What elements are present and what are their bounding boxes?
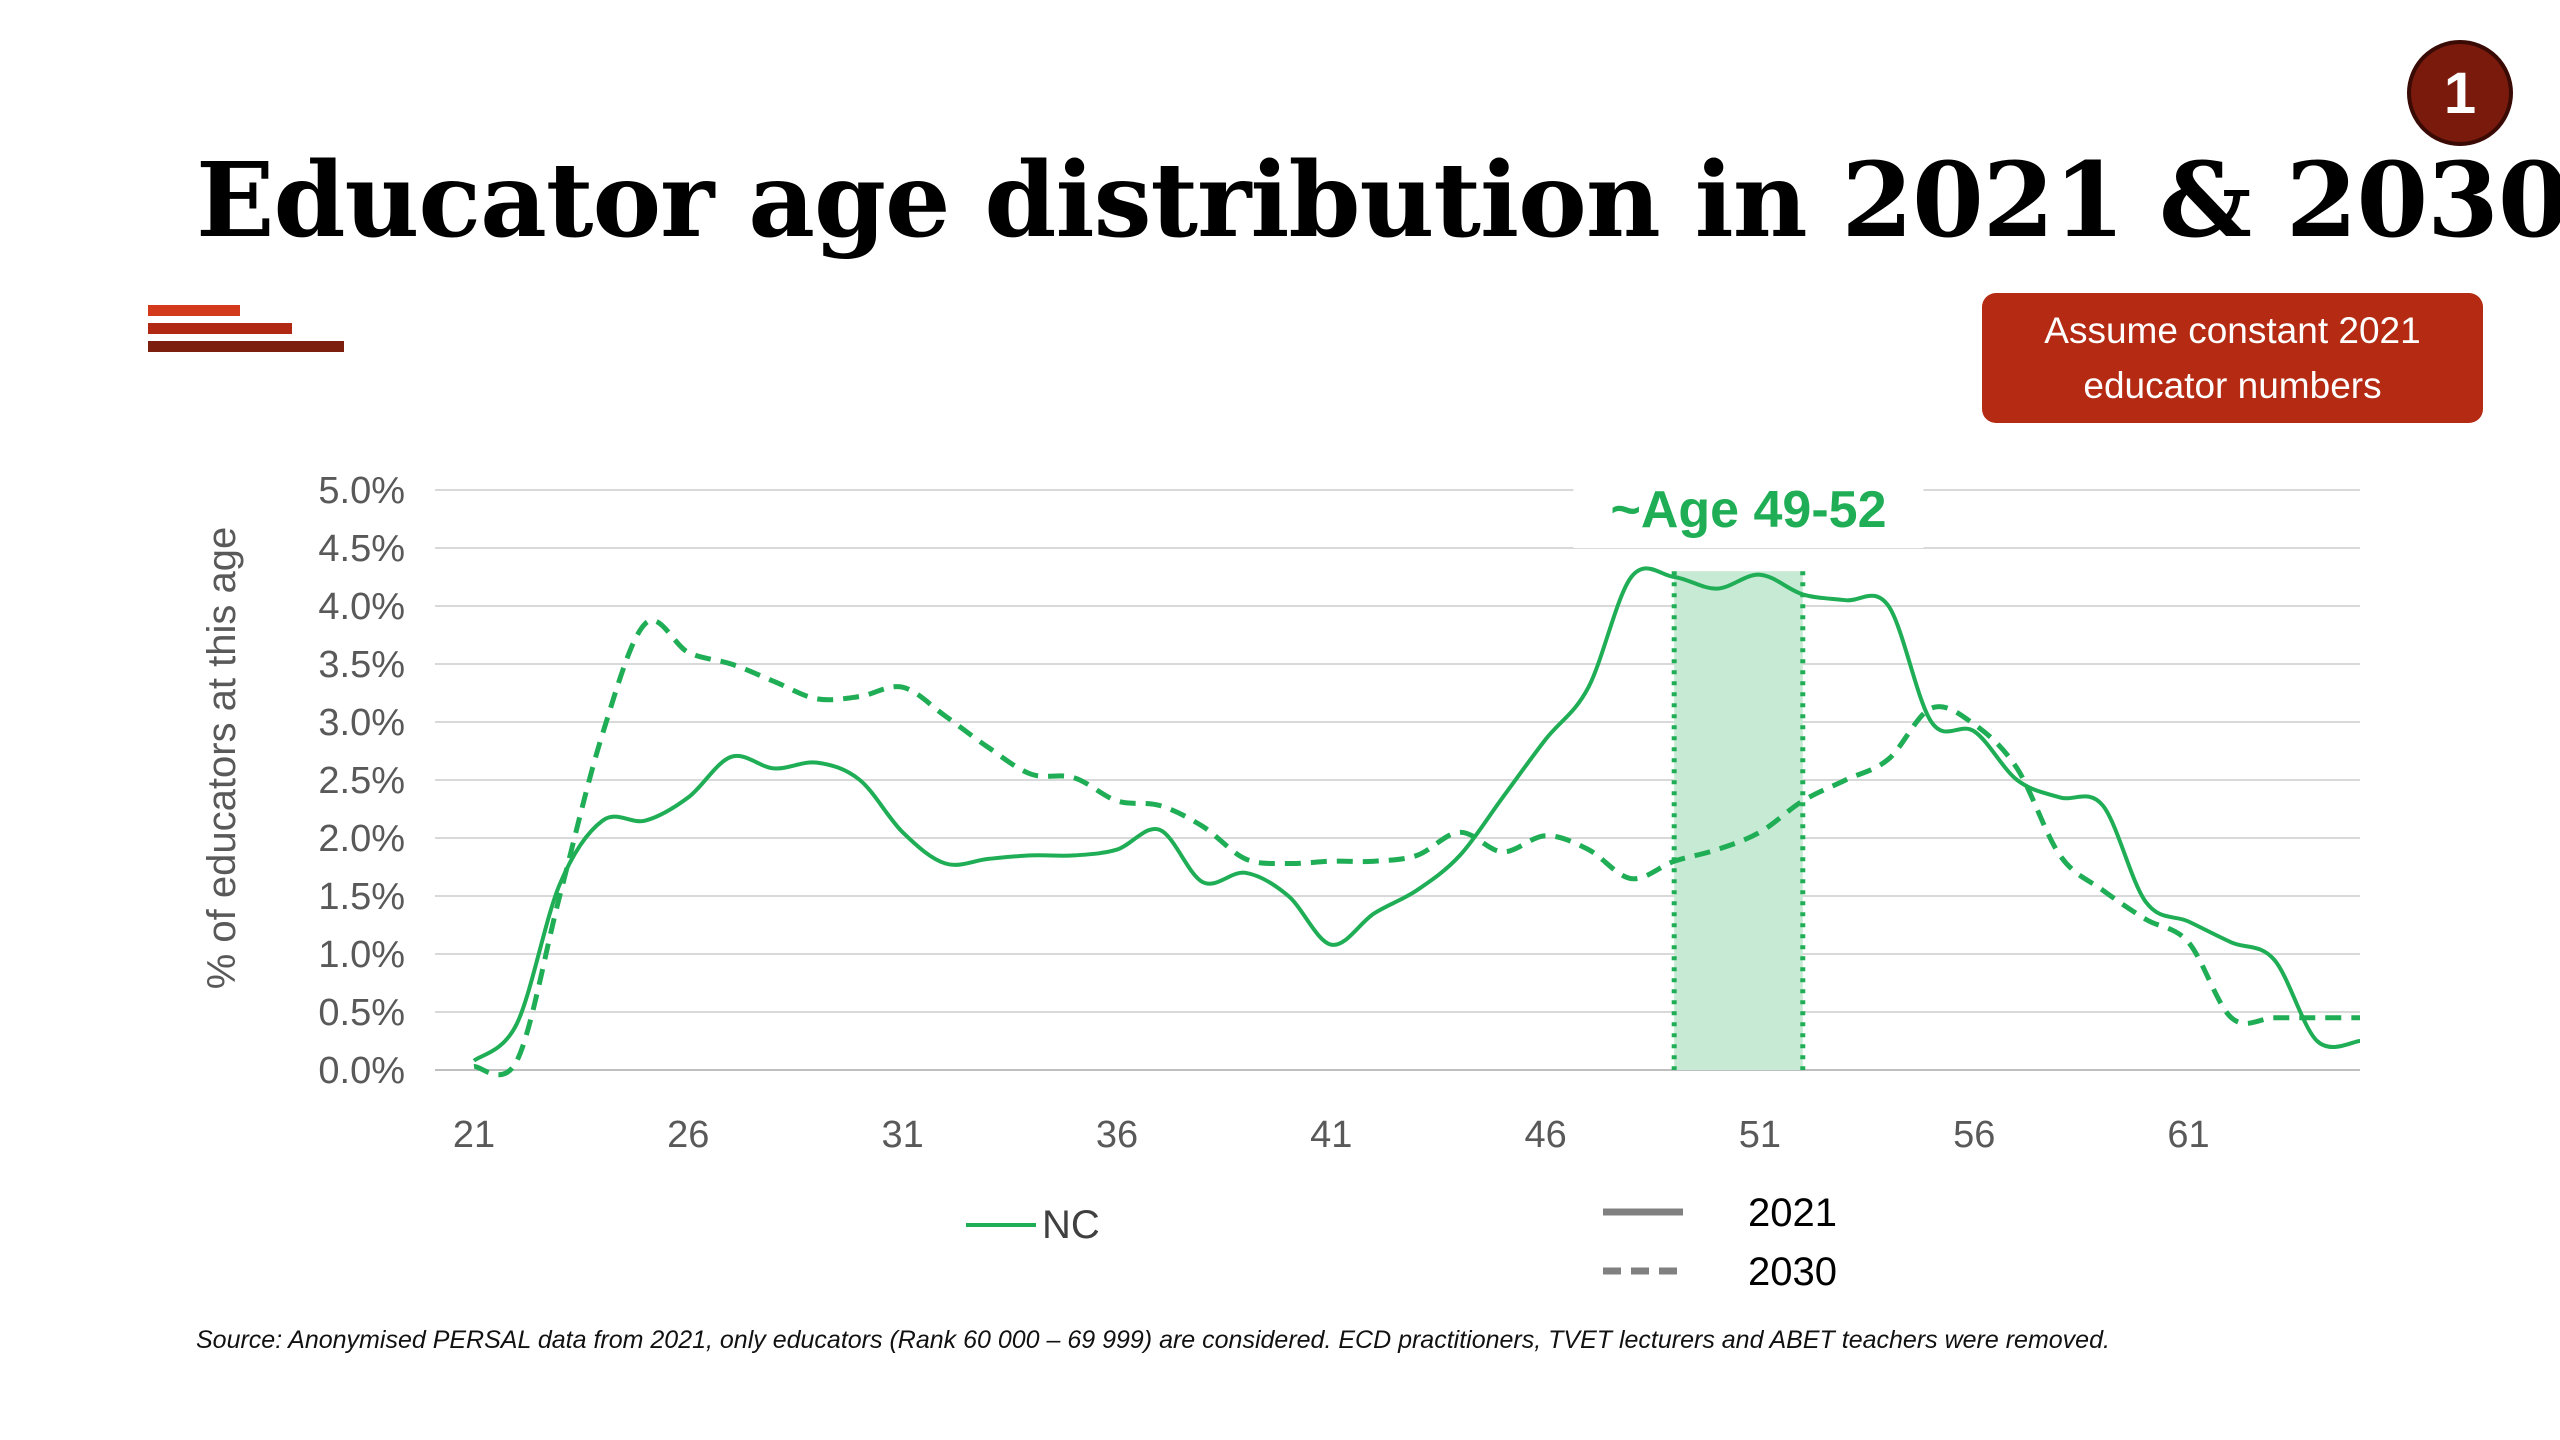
slide-number-badge: 1 — [2407, 40, 2513, 146]
x-tick-label: 56 — [1953, 1114, 1995, 1156]
assumption-callout: Assume constant 2021 educator numbers — [1982, 293, 2483, 423]
y-tick-label: 1.5% — [318, 876, 405, 918]
accent-bar-bottom — [148, 341, 344, 352]
callout-line-2: educator numbers — [2083, 365, 2382, 406]
gridlines — [435, 489, 2360, 1071]
callout-line-1: Assume constant 2021 — [2044, 310, 2421, 351]
y-tick-label: 0.0% — [318, 1050, 405, 1092]
y-tick-label: 0.5% — [318, 992, 405, 1034]
y-tick-label: 2.5% — [318, 760, 405, 802]
y-tick-labels: 0.0% 0.5% 1.0% 1.5% 2.0% 2.5% 3.0% 3.5% 4.0% 4.5%… — [318, 470, 405, 1092]
highlight-band — [1674, 571, 1803, 1070]
page-title: Educator age distribution in 2021 & 2030 — [196, 140, 2560, 261]
highlight-annotation: ~Age 49-52 — [1610, 481, 1886, 539]
y-tick-label: 4.5% — [318, 528, 405, 570]
y-tick-label: 2.0% — [318, 818, 405, 860]
y-axis-label: % of educators at this age — [200, 527, 244, 990]
y-tick-label: 4.0% — [318, 586, 405, 628]
source-note: Source: Anonymised PERSAL data from 2021… — [196, 1326, 2110, 1354]
accent-bar-middle — [148, 323, 292, 334]
x-tick-label: 46 — [1524, 1114, 1566, 1156]
annotation-background — [1573, 482, 1924, 548]
x-tick-label: 26 — [667, 1114, 709, 1156]
series-line-2030 — [473, 618, 2360, 1078]
legend-series-label: NC — [1042, 1203, 1100, 1247]
x-tick-label: 21 — [453, 1114, 495, 1156]
x-tick-label: 61 — [2167, 1114, 2209, 1156]
series-line-2021 — [472, 566, 2361, 1063]
y-tick-label: 3.5% — [318, 644, 405, 686]
accent-bar-top — [148, 305, 240, 316]
y-tick-label: 5.0% — [318, 470, 405, 512]
x-tick-label: 36 — [1096, 1114, 1138, 1156]
legend-solid-label: 2021 — [1748, 1191, 1837, 1235]
x-tick-label: 41 — [1310, 1114, 1352, 1156]
legend-dashed-label: 2030 — [1748, 1250, 1837, 1294]
x-tick-label: 31 — [881, 1114, 923, 1156]
x-tick-label: 51 — [1739, 1114, 1781, 1156]
y-tick-label: 3.0% — [318, 702, 405, 744]
x-tick-labels: 21 26 31 36 41 46 51 56 61 — [453, 1114, 2210, 1156]
legend: NC 2021 2030 — [966, 1191, 1837, 1294]
y-tick-label: 1.0% — [318, 934, 405, 976]
